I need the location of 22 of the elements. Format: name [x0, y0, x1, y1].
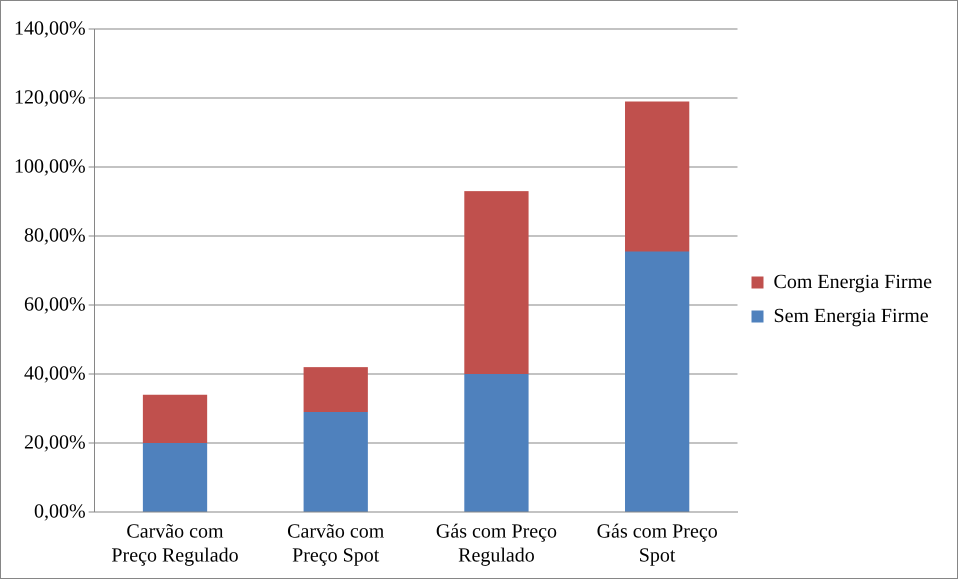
bar: [142, 394, 208, 443]
y-tick-label: 100,00%: [14, 155, 86, 178]
y-tick-label: 60,00%: [24, 293, 86, 316]
x-tick-label: Gás com Preço Regulado: [436, 520, 557, 566]
legend-label: Com Energia Firme: [774, 270, 932, 293]
y-tick-label: 140,00%: [14, 17, 86, 40]
bar: [142, 443, 208, 512]
y-tick-label: 20,00%: [24, 431, 86, 454]
y-tick-label: 120,00%: [14, 86, 86, 108]
x-tick-label: Carvão com Preço Spot: [287, 520, 385, 566]
x-tick-label: Carvão com Preço Regulado: [111, 520, 239, 566]
bar: [464, 191, 529, 374]
bar: [304, 367, 368, 412]
y-tick-label: 0,00%: [34, 500, 86, 522]
y-tick-label: 40,00%: [24, 362, 86, 384]
y-tick-label: 80,00%: [24, 224, 86, 246]
legend-label: Sem Energia Firme: [774, 304, 929, 327]
x-tick-label: Gás com Preço Spot: [596, 520, 718, 566]
bar: [625, 252, 690, 512]
bar: [625, 101, 690, 252]
bar: [464, 374, 529, 512]
bar: [304, 412, 368, 512]
